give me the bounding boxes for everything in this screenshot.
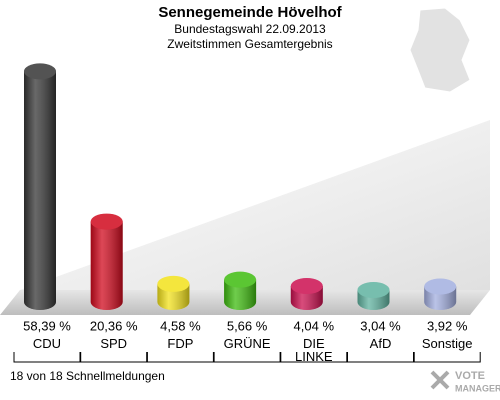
label-bracket	[213, 352, 281, 363]
bar-top-light	[224, 271, 257, 288]
bar	[90, 213, 123, 310]
bar	[24, 63, 56, 310]
bar-top-light	[290, 278, 323, 295]
bar-top-light	[90, 213, 123, 230]
category-label: AfD	[369, 336, 392, 351]
value-label: 3,04 %	[360, 318, 401, 333]
label-bracket	[13, 352, 81, 363]
map-shape	[409, 7, 471, 93]
category-label: DIE LINKE	[295, 336, 333, 364]
bar-top-light	[24, 63, 56, 80]
value-label: 3,92 %	[427, 318, 468, 333]
bar-top	[24, 63, 56, 80]
bar-top	[290, 278, 323, 295]
chart-title: Sennegemeinde Hövelhof	[158, 4, 342, 21]
bar-top	[357, 281, 390, 298]
footer: 18 von 18 Schnellmeldungen	[10, 369, 165, 383]
bar-shade	[24, 71, 56, 310]
bar-top-light	[357, 281, 390, 298]
category-label: FDP	[167, 336, 194, 351]
bar-shade	[224, 279, 257, 310]
label-bracket	[280, 352, 348, 363]
label-bracket	[413, 352, 481, 363]
bar-top	[157, 275, 190, 292]
bar	[290, 278, 323, 310]
category-label: Sonstige	[421, 336, 473, 351]
bar-shade	[90, 221, 123, 310]
bar-top-light	[424, 278, 457, 295]
label-bracket	[146, 352, 214, 363]
value-label: 4,04 %	[294, 318, 335, 333]
bar-top	[424, 278, 457, 295]
logo-text: VOTE	[455, 370, 485, 382]
bar	[157, 275, 190, 310]
label-bracket	[80, 352, 148, 363]
bar-top	[90, 213, 123, 230]
bar	[424, 278, 457, 310]
chart-subtitle: Bundestagswahl 22.09.2013	[174, 22, 326, 36]
logo-icon	[430, 370, 450, 390]
value-label: 58,39 %	[23, 318, 71, 333]
bar	[357, 281, 390, 310]
category-label: GRÜNE	[223, 336, 271, 351]
chart-subtitle: Zweitstimmen Gesamtergebnis	[167, 37, 332, 51]
category-label: CDU	[32, 336, 62, 351]
bar	[224, 271, 257, 310]
category-label: SPD	[100, 336, 128, 351]
backdrop	[20, 120, 490, 290]
bar-top-light	[157, 275, 190, 292]
value-label: 20,36 %	[90, 318, 138, 333]
value-label: 4,58 %	[160, 318, 201, 333]
bar-top	[224, 271, 257, 288]
label-bracket	[347, 352, 414, 363]
value-label: 5,66 %	[227, 318, 268, 333]
logo-text: MANAGER	[455, 383, 500, 393]
